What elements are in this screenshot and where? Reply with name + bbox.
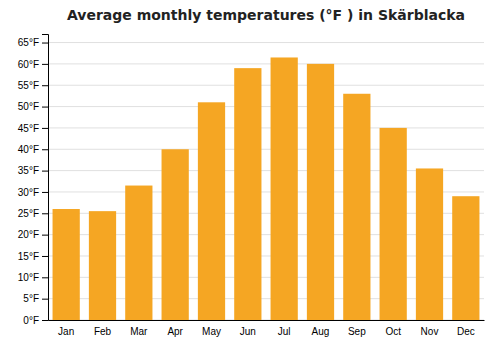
y-tick-mark (42, 277, 48, 278)
y-tick: 5°F (23, 293, 48, 304)
y-tick-mark (42, 128, 48, 129)
x-tick-label: Dec (457, 326, 475, 337)
x-tick-label: May (202, 326, 221, 337)
bar (198, 102, 225, 320)
x-tick-label: Jun (240, 326, 256, 337)
bar (234, 68, 261, 320)
x-tick-label: Jul (278, 326, 291, 337)
y-tick-label: 5°F (23, 293, 39, 304)
x-tick-label: Oct (385, 326, 401, 337)
x-tick: May (202, 326, 221, 337)
bar (271, 57, 298, 320)
grid-line (48, 63, 484, 64)
bar (89, 211, 116, 320)
x-tick-label: Aug (312, 326, 330, 337)
y-tick-mark (42, 256, 48, 257)
y-tick-label: 50°F (18, 101, 39, 112)
bar (125, 186, 152, 320)
y-tick-label: 10°F (18, 272, 39, 283)
y-tick-label: 15°F (18, 251, 39, 262)
y-tick-label: 55°F (18, 80, 39, 91)
y-axis: 0°F 5°F 10°F 15°F 20°F 25°F 30°F 35°F 40°F 45°F 50… (18, 35, 49, 326)
y-tick-label: 0°F (23, 315, 39, 326)
y-tick-label: 25°F (18, 208, 39, 219)
y-tick: 50°F (18, 101, 48, 112)
x-tick: Jun (240, 326, 256, 337)
x-tick: Mar (130, 326, 148, 337)
x-tick: Nov (421, 326, 439, 337)
y-tick-label: 65°F (18, 37, 39, 48)
x-tick-label: Jan (58, 326, 74, 337)
y-tick: 60°F (18, 59, 48, 70)
y-tick-mark (42, 299, 48, 300)
bar (380, 128, 407, 320)
x-axis: Jan Feb Mar Apr May Jun Jul Aug Sep Oct Nov Dec (49, 321, 485, 338)
y-tick-mark (42, 85, 48, 86)
bar (307, 64, 334, 320)
y-tick: 20°F (18, 229, 48, 240)
y-tick: 45°F (18, 123, 48, 134)
y-tick-mark (42, 64, 48, 65)
x-tick-label: Feb (94, 326, 112, 337)
y-tick-mark (42, 171, 48, 172)
y-tick: 40°F (18, 144, 48, 155)
bars (53, 57, 480, 320)
chart: 0°F 5°F 10°F 15°F 20°F 25°F 30°F 35°F 40°F 45°F 50… (0, 0, 500, 350)
bar (162, 149, 189, 320)
y-tick-label: 30°F (18, 187, 39, 198)
x-tick: Dec (457, 326, 475, 337)
y-tick-mark (42, 320, 48, 321)
x-tick-label: Sep (348, 326, 366, 337)
x-tick: Aug (312, 326, 330, 337)
y-tick: 55°F (18, 80, 48, 91)
x-tick: Jul (278, 326, 291, 337)
y-tick: 25°F (18, 208, 48, 219)
y-tick-mark (42, 107, 48, 108)
y-tick-mark (42, 192, 48, 193)
x-tick: Oct (385, 326, 401, 337)
x-tick-label: Nov (421, 326, 439, 337)
y-tick: 15°F (18, 251, 48, 262)
y-tick: 10°F (18, 272, 48, 283)
x-tick: Jan (58, 326, 74, 337)
grid (48, 43, 484, 320)
grid-line (48, 42, 484, 43)
y-tick: 35°F (18, 165, 48, 176)
y-tick-mark (42, 235, 48, 236)
y-tick: 0°F (23, 315, 48, 326)
y-tick-mark (42, 43, 48, 44)
y-tick-mark (42, 213, 48, 214)
x-tick-label: Mar (130, 326, 148, 337)
x-tick: Sep (348, 326, 366, 337)
grid-line (48, 149, 484, 150)
y-tick-label: 60°F (18, 59, 39, 70)
x-axis-line (49, 320, 485, 321)
bar (53, 209, 80, 320)
bar (452, 196, 479, 320)
y-tick-label: 20°F (18, 229, 39, 240)
y-tick-mark (42, 149, 48, 150)
bar (416, 168, 443, 320)
x-tick-label: Apr (167, 326, 183, 337)
grid-line (48, 106, 484, 107)
x-tick: Apr (167, 326, 183, 337)
plot: 0°F 5°F 10°F 15°F 20°F 25°F 30°F 35°F 40°F 45°F 50… (18, 35, 485, 338)
title: Average monthly temperatures (°F ) in Sk… (67, 7, 465, 23)
grid-line (48, 85, 484, 86)
y-tick-label: 45°F (18, 123, 39, 134)
y-tick-label: 35°F (18, 165, 39, 176)
y-tick-label: 40°F (18, 144, 39, 155)
y-tick: 65°F (18, 37, 48, 48)
y-axis-line (42, 35, 49, 321)
y-tick: 30°F (18, 187, 48, 198)
grid-line (48, 127, 484, 128)
bar (343, 94, 370, 320)
x-tick: Feb (94, 326, 112, 337)
